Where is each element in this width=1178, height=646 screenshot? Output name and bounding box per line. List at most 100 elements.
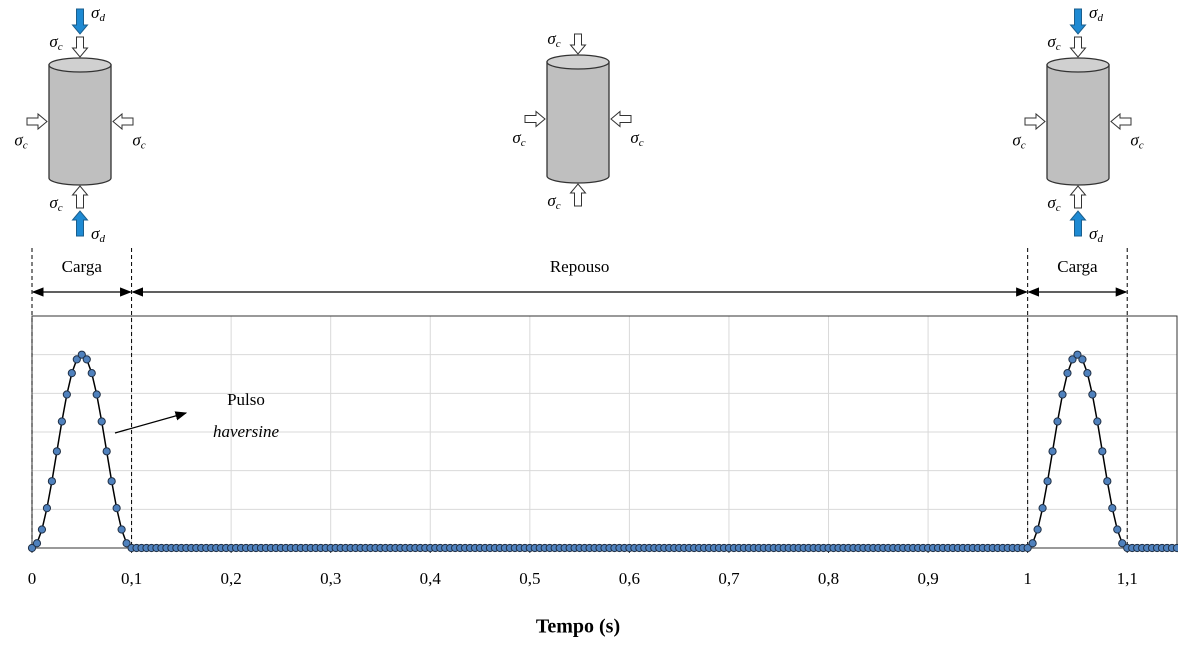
stress-symbol: σ [547, 29, 556, 48]
load-arrow [1110, 112, 1132, 131]
stress-symbol: σ [49, 32, 58, 51]
data-point [1078, 355, 1087, 364]
data-point [52, 447, 61, 456]
load-arrow [524, 110, 546, 128]
data-point [62, 390, 71, 399]
stress-symbol: σ [1047, 32, 1056, 51]
specimen [1046, 64, 1110, 186]
data-point [67, 369, 76, 378]
stress-subscript: c [1056, 202, 1061, 214]
load-arrow [1069, 8, 1087, 35]
data-point [47, 477, 57, 486]
data-point [1023, 543, 1032, 553]
stress-subscript: d [99, 12, 105, 24]
stress-subscript: c [639, 137, 644, 149]
stress-label: σc [49, 193, 62, 214]
stress-subscript: c [1139, 139, 1144, 151]
stress-symbol: σ [630, 128, 639, 147]
load-arrow [1069, 185, 1087, 209]
data-point [107, 477, 116, 486]
data-point [122, 539, 131, 548]
load-arrow [71, 210, 89, 237]
data-point [1172, 543, 1178, 553]
load-arrow [112, 112, 134, 131]
phase-label: Carga [62, 257, 103, 276]
load-arrow [569, 183, 587, 207]
stress-label: σc [630, 128, 643, 149]
stress-label: σd [91, 3, 105, 24]
stress-symbol: σ [1089, 224, 1098, 243]
data-point [1038, 504, 1047, 513]
data-point [97, 417, 106, 426]
stress-symbol: σ [512, 128, 521, 147]
stress-symbol: σ [49, 193, 58, 212]
load-arrow [71, 8, 89, 35]
data-point [1083, 369, 1092, 378]
data-point [87, 369, 96, 378]
data-point [1043, 477, 1052, 486]
data-point [1058, 390, 1067, 399]
data-point [32, 539, 42, 548]
stress-subscript: c [1056, 41, 1061, 53]
specimen [48, 64, 112, 186]
stress-symbol: σ [1089, 3, 1098, 22]
data-point [72, 355, 81, 364]
data-point [1068, 355, 1077, 364]
data-point [27, 543, 37, 553]
data-point [1108, 504, 1117, 513]
stress-subscript: c [556, 38, 561, 50]
stress-label: σc [547, 29, 560, 50]
data-point [77, 350, 86, 359]
specimen-top [48, 57, 112, 73]
stress-label: σd [1089, 3, 1103, 24]
data-point [1103, 477, 1112, 486]
x-axis-title: Tempo (s) [536, 616, 620, 638]
phase-label: Repouso [550, 257, 610, 276]
specimen-top [546, 54, 610, 70]
stress-subscript: d [99, 233, 105, 245]
phase-label: Carga [1057, 257, 1098, 276]
annotation-text: Pulso [227, 390, 265, 409]
stress-subscript: d [1097, 12, 1103, 24]
stress-subscript: c [556, 200, 561, 212]
stress-subscript: c [58, 202, 63, 214]
stress-symbol: σ [14, 130, 23, 149]
x-tick-label: 0,4 [420, 569, 442, 588]
x-tick-label: 0,9 [917, 569, 938, 588]
data-line [31, 353, 1177, 549]
stress-label: σc [547, 191, 560, 212]
x-tick-label: 1 [1023, 569, 1032, 588]
stress-label: σc [512, 128, 525, 149]
stress-label: σc [1012, 130, 1025, 151]
annotation-text: haversine [213, 422, 280, 441]
x-tick-label: 0 [28, 569, 37, 588]
load-arrow [71, 185, 89, 209]
stress-label: σc [1047, 193, 1060, 214]
stress-label: σc [49, 32, 62, 53]
stress-subscript: d [1097, 233, 1103, 245]
data-point [112, 504, 121, 513]
data-point [1093, 417, 1102, 426]
x-tick-label: 0,8 [818, 569, 839, 588]
stress-subscript: c [1021, 139, 1026, 151]
specimen [546, 61, 610, 184]
data-point [92, 390, 101, 399]
data-point [102, 447, 111, 456]
annotation-arrow [114, 411, 188, 434]
x-tick-label: 0,5 [519, 569, 540, 588]
load-arrow [1024, 112, 1046, 131]
load-arrow [1069, 36, 1087, 58]
data-point [1073, 350, 1082, 359]
x-tick-label: 0,6 [619, 569, 640, 588]
stress-symbol: σ [132, 130, 141, 149]
stress-label: σc [132, 130, 145, 151]
data-point [57, 417, 66, 426]
data-point [1048, 447, 1057, 456]
data-point [1088, 390, 1097, 399]
data-point [117, 525, 126, 534]
data-point [1063, 369, 1072, 378]
data-point [1118, 539, 1127, 548]
stress-symbol: σ [1047, 193, 1056, 212]
data-point [1028, 539, 1037, 548]
